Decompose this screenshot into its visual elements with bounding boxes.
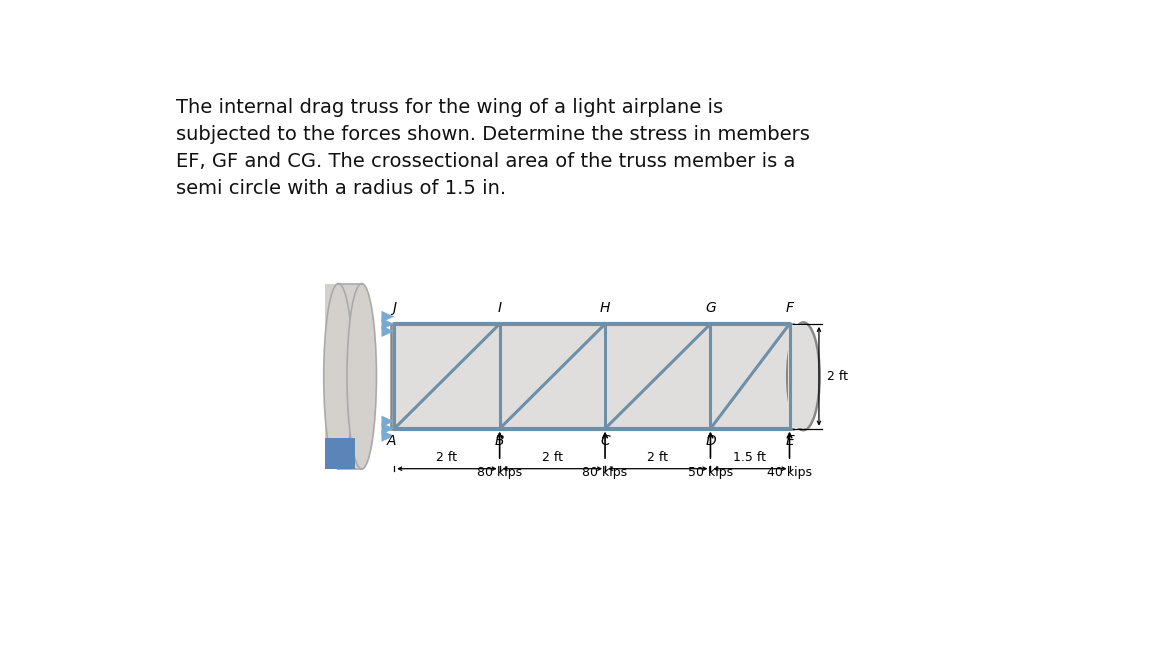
Text: 1.5 ft: 1.5 ft [734, 451, 766, 464]
Text: I: I [497, 301, 502, 315]
Text: 50 kips: 50 kips [688, 467, 734, 479]
Text: G: G [706, 301, 716, 315]
Text: E: E [785, 434, 794, 448]
Bar [325, 438, 355, 469]
Text: F: F [785, 301, 793, 315]
Ellipse shape [324, 283, 353, 469]
Text: 80 kips: 80 kips [477, 467, 522, 479]
Polygon shape [381, 311, 394, 322]
Polygon shape [381, 423, 394, 434]
Text: 2 ft: 2 ft [647, 451, 668, 464]
Text: D: D [706, 434, 716, 448]
Polygon shape [381, 430, 394, 442]
Text: 2 ft: 2 ft [542, 451, 563, 464]
Text: 2 ft: 2 ft [436, 451, 457, 464]
Polygon shape [381, 416, 394, 427]
Polygon shape [381, 326, 394, 337]
Text: 80 kips: 80 kips [583, 467, 627, 479]
Polygon shape [381, 318, 394, 330]
Text: J: J [392, 301, 397, 315]
Bar [787, 325, 807, 428]
Ellipse shape [347, 283, 377, 469]
Text: The internal drag truss for the wing of a light airplane is
subjected to the for: The internal drag truss for the wing of … [176, 98, 810, 198]
Text: H: H [600, 301, 611, 315]
Text: 40 kips: 40 kips [768, 467, 812, 479]
Bar [325, 283, 360, 469]
Bar [391, 324, 792, 428]
Text: C: C [600, 434, 610, 448]
Text: A: A [386, 434, 395, 448]
Text: 2 ft: 2 ft [827, 370, 848, 383]
Text: B: B [495, 434, 504, 448]
Ellipse shape [787, 322, 820, 430]
